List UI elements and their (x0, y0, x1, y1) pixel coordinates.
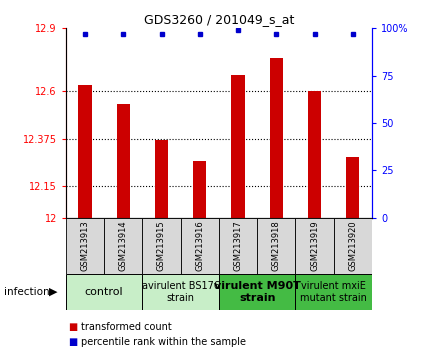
Text: GSM213918: GSM213918 (272, 221, 281, 272)
Text: avirulent BS176
strain: avirulent BS176 strain (142, 281, 220, 303)
Bar (142, 274, 219, 310)
Bar (193, 161, 207, 218)
Text: GSM213915: GSM213915 (157, 221, 166, 272)
Bar (116, 104, 130, 218)
Text: GSM213917: GSM213917 (233, 221, 243, 272)
Text: GSM213916: GSM213916 (195, 221, 204, 272)
Bar (295, 218, 334, 274)
Title: GDS3260 / 201049_s_at: GDS3260 / 201049_s_at (144, 13, 294, 26)
Text: ▶: ▶ (49, 287, 57, 297)
Bar (231, 75, 245, 218)
Bar (219, 274, 295, 310)
Bar (104, 218, 142, 274)
Text: control: control (85, 287, 123, 297)
Text: GSM213913: GSM213913 (80, 221, 90, 272)
Bar (142, 218, 181, 274)
Text: infection: infection (4, 287, 50, 297)
Bar (66, 274, 142, 310)
Text: virulent mxiE
mutant strain: virulent mxiE mutant strain (300, 281, 367, 303)
Bar (346, 157, 360, 218)
Bar (155, 140, 168, 218)
Bar (78, 85, 92, 218)
Bar (219, 218, 257, 274)
Text: GSM213919: GSM213919 (310, 221, 319, 272)
Bar (295, 274, 372, 310)
Text: percentile rank within the sample: percentile rank within the sample (81, 337, 246, 347)
Bar (181, 218, 219, 274)
Text: transformed count: transformed count (81, 322, 172, 332)
Text: ■: ■ (68, 337, 77, 347)
Bar (308, 91, 321, 218)
Bar (66, 218, 104, 274)
Bar (334, 218, 372, 274)
Text: ■: ■ (68, 322, 77, 332)
Text: GSM213914: GSM213914 (119, 221, 128, 272)
Bar (257, 218, 295, 274)
Text: virulent M90T
strain: virulent M90T strain (214, 281, 300, 303)
Bar (269, 58, 283, 218)
Text: GSM213920: GSM213920 (348, 221, 357, 272)
